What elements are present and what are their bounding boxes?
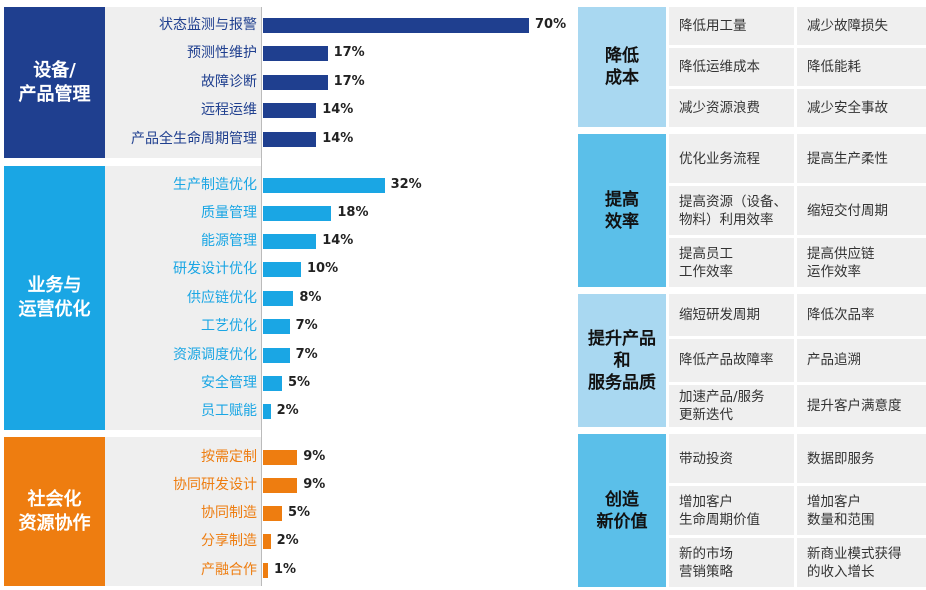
bar-category-label: 预测性维护 (187, 45, 257, 61)
bar-category-label: 按需定制 (201, 449, 257, 465)
bar-category-label: 生产制造优化 (173, 177, 257, 193)
bar-value-label: 2% (276, 533, 299, 548)
bar-value-label: 70% (535, 17, 567, 32)
benefit-cell: 增加客户 数量和范围 (797, 486, 926, 535)
bar-value-label: 2% (276, 403, 299, 418)
benefit-cell: 降低运维成本 (669, 48, 794, 86)
bar-category-label: 状态监测与报警 (159, 17, 257, 33)
benefit-cell: 提高员工 工作效率 (669, 238, 794, 287)
benefit-cell: 降低次品率 (797, 294, 926, 337)
bar-value-label: 5% (288, 505, 311, 520)
group-label-background (105, 7, 261, 158)
benefit-cell: 带动投资 (669, 434, 794, 483)
benefit-cell: 降低能耗 (797, 48, 926, 86)
benefit-cell: 降低用工量 (669, 7, 794, 45)
bar (263, 505, 282, 521)
benefit-cell: 缩短研发周期 (669, 294, 794, 337)
benefit-cell: 新的市场 营销策略 (669, 538, 794, 587)
benefit-cell: 提升客户满意度 (797, 384, 926, 427)
benefit-group: 降低 成本 降低用工量 减少故障损失 降低运维成本 降低能耗 减少资源浪费 减少安全事故 (578, 7, 926, 127)
benefit-cell: 数据即服务 (797, 434, 926, 483)
bar-value-label: 9% (303, 449, 326, 464)
bar-category-label: 远程运维 (201, 102, 257, 118)
benefit-group-title: 提升产品 和 服务品质 (578, 294, 666, 427)
benefit-cell: 新商业模式获得 的收入增长 (797, 538, 926, 587)
bar-category-label: 研发设计优化 (173, 261, 257, 277)
bar-value-label: 32% (390, 177, 422, 192)
bar-value-label: 17% (333, 45, 365, 60)
bar-value-label: 14% (322, 131, 354, 146)
bar (263, 17, 529, 33)
group-label-background (105, 437, 261, 586)
benefit-cell: 提高资源（设备、 物料）利用效率 (669, 186, 794, 235)
benefit-cell: 缩短交付周期 (797, 186, 926, 235)
bar-value-label: 14% (322, 233, 354, 248)
bar (263, 131, 317, 147)
bar (263, 318, 290, 334)
bar-value-label: 7% (295, 318, 318, 333)
bar (263, 102, 317, 118)
bar-value-label: 8% (299, 290, 322, 305)
bar (263, 562, 268, 578)
bar (263, 261, 301, 277)
benefit-group-title: 提高 效率 (578, 134, 666, 287)
bar-value-label: 10% (307, 261, 339, 276)
bar-category-label: 产品全生命周期管理 (131, 131, 257, 147)
bar-value-label: 14% (322, 102, 354, 117)
benefit-group-title: 创造 新价值 (578, 434, 666, 587)
bar-category-label: 能源管理 (201, 233, 257, 249)
benefit-cell: 提高供应链 运作效率 (797, 238, 926, 287)
bar (263, 233, 317, 249)
bar (263, 449, 298, 465)
bar-category-label: 资源调度优化 (173, 347, 257, 363)
benefit-cell: 减少资源浪费 (669, 89, 794, 127)
bar (263, 347, 290, 363)
use-case-bar-chart: 设备/ 产品管理 状态监测与报警 70% 预测性维护 17% 故障诊断 17% 远程运维 14%… (4, 7, 567, 586)
bar-category-label: 工艺优化 (201, 318, 257, 334)
benefit-group: 提高 效率 优化业务流程 提高生产柔性 提高资源（设备、 物料）利用效率 缩短交付周期提… (578, 134, 926, 287)
bar (263, 403, 271, 419)
benefit-cell: 减少安全事故 (797, 89, 926, 127)
bar (263, 533, 271, 549)
benefit-cell: 降低产品故障率 (669, 339, 794, 382)
bar-category-label: 故障诊断 (201, 74, 257, 90)
bar (263, 477, 298, 493)
group-category-label: 业务与 运营优化 (4, 166, 105, 430)
bar-category-label: 质量管理 (201, 205, 257, 221)
bar (263, 205, 332, 221)
benefit-cell: 提高生产柔性 (797, 134, 926, 183)
benefit-group: 创造 新价值 带动投资 数据即服务 增加客户 生命周期价值 增加客户 数量和范围 新的市场… (578, 434, 926, 587)
benefit-group-title: 降低 成本 (578, 7, 666, 127)
benefit-cell: 优化业务流程 (669, 134, 794, 183)
chart-axis-line (261, 7, 262, 586)
bar-category-label: 安全管理 (201, 375, 257, 391)
group-category-label: 社会化 资源协作 (4, 437, 105, 586)
bar-value-label: 1% (274, 562, 297, 577)
group-label-background (105, 166, 261, 430)
bar-category-label: 员工赋能 (201, 403, 257, 419)
bar (263, 177, 385, 193)
bar-category-label: 协同制造 (201, 505, 257, 521)
bar-value-label: 18% (337, 205, 369, 220)
benefit-cell: 加速产品/服务 更新迭代 (669, 384, 794, 427)
bar (263, 375, 282, 391)
bar-category-label: 分享制造 (201, 533, 257, 549)
bar-value-label: 5% (288, 375, 311, 390)
bar-category-label: 协同研发设计 (173, 477, 257, 493)
benefit-cell: 减少故障损失 (797, 7, 926, 45)
bar (263, 45, 328, 61)
bar-category-label: 供应链优化 (187, 290, 257, 306)
bar-value-label: 7% (295, 347, 318, 362)
group-category-label: 设备/ 产品管理 (4, 7, 105, 158)
bar-value-label: 17% (333, 74, 365, 89)
bar-category-label: 产融合作 (201, 562, 257, 578)
benefit-cell: 产品追溯 (797, 339, 926, 382)
bar-value-label: 9% (303, 477, 326, 492)
bar (263, 290, 294, 306)
benefit-cell: 增加客户 生命周期价值 (669, 486, 794, 535)
bar (263, 74, 328, 90)
benefit-group: 提升产品 和 服务品质 缩短研发周期 降低次品率 降低产品故障率 产品追溯 加速产品/服务… (578, 294, 926, 427)
